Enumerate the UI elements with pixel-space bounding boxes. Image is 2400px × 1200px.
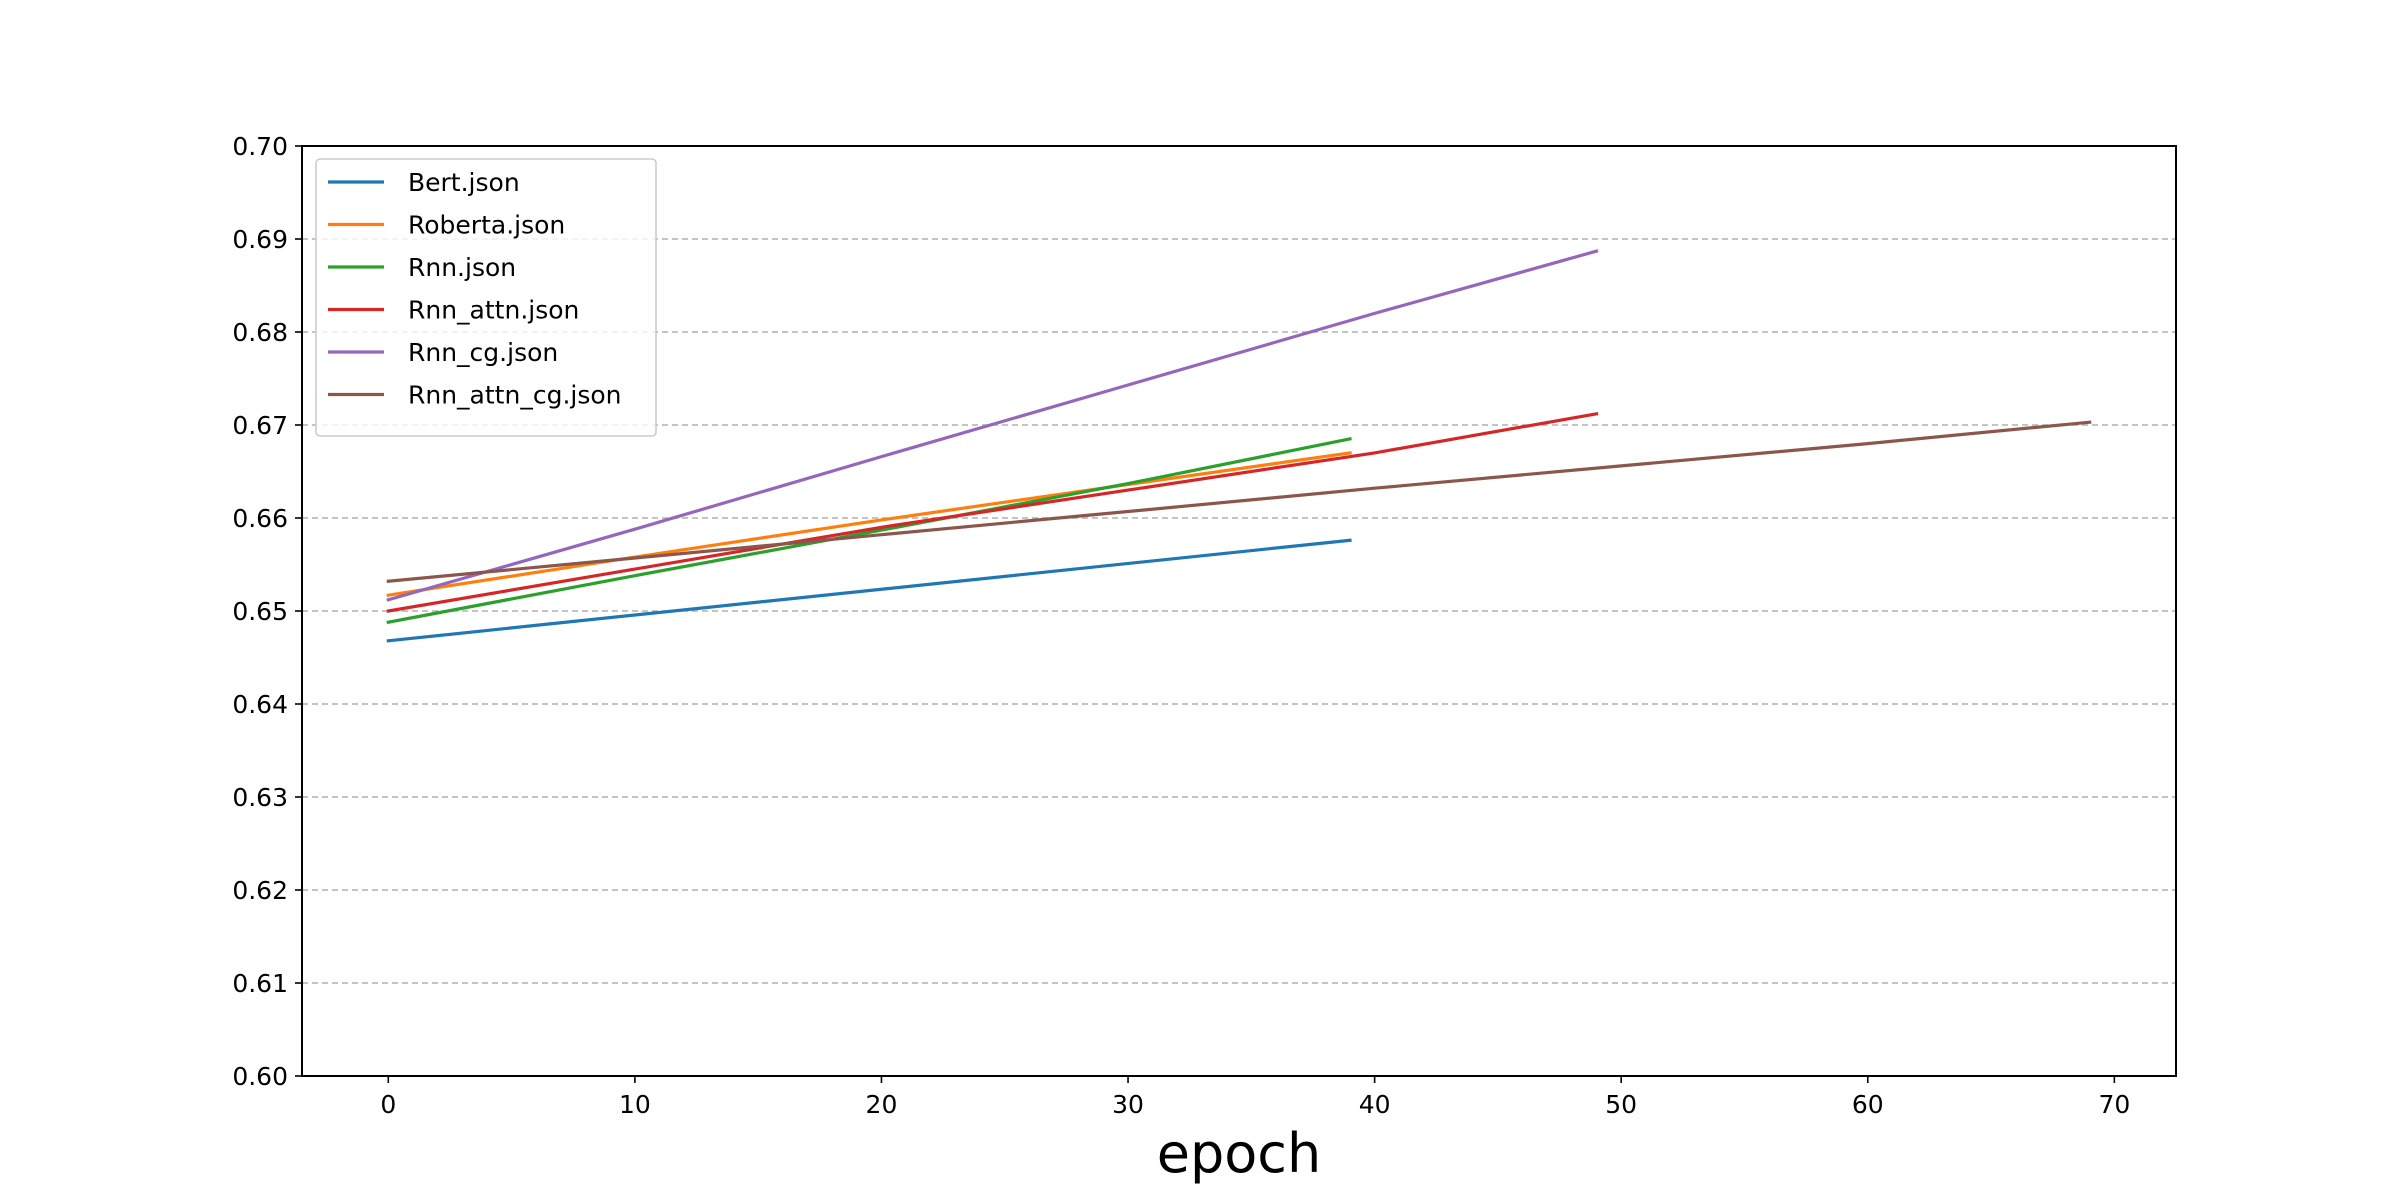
series-line-rnn bbox=[386, 437, 1352, 625]
series-line-bert bbox=[386, 538, 1352, 643]
series-line-rnn-cg bbox=[386, 249, 1599, 602]
x-tick-label: 0 bbox=[380, 1090, 396, 1119]
x-axis-ticks: 0 10 20 30 40 50 60 70 bbox=[380, 1076, 2130, 1119]
series-lines bbox=[386, 249, 2092, 643]
legend-label: Rnn_attn.json bbox=[408, 296, 579, 325]
y-tick-label: 0.64 bbox=[232, 690, 288, 719]
y-tick-label: 0.61 bbox=[232, 969, 288, 998]
series-line-roberta bbox=[386, 451, 1352, 598]
legend-label: Rnn_cg.json bbox=[408, 338, 558, 367]
series-line-rnn-attn-cg bbox=[386, 420, 2092, 583]
x-tick-label: 50 bbox=[1605, 1090, 1637, 1119]
y-tick-label: 0.60 bbox=[232, 1062, 288, 1091]
x-tick-label: 10 bbox=[619, 1090, 651, 1119]
y-tick-label: 0.67 bbox=[232, 411, 288, 440]
y-tick-label: 0.68 bbox=[232, 318, 288, 347]
legend-box bbox=[315, 158, 657, 437]
x-axis-title: epoch bbox=[1157, 1122, 1321, 1185]
y-tick-label: 0.70 bbox=[232, 132, 288, 161]
legend-label: Rnn.json bbox=[408, 253, 516, 282]
x-tick-label: 40 bbox=[1359, 1090, 1391, 1119]
legend-label: Roberta.json bbox=[408, 211, 565, 240]
y-tick-label: 0.65 bbox=[232, 597, 288, 626]
x-tick-label: 20 bbox=[866, 1090, 898, 1119]
legend-label: Rnn_attn_cg.json bbox=[408, 381, 622, 410]
y-tick-label: 0.62 bbox=[232, 876, 288, 905]
y-tick-label: 0.69 bbox=[232, 225, 288, 254]
x-tick-label: 70 bbox=[2098, 1090, 2130, 1119]
x-tick-label: 60 bbox=[1852, 1090, 1884, 1119]
y-tick-label: 0.66 bbox=[232, 504, 288, 533]
series-line-rnn-attn bbox=[386, 411, 1599, 613]
y-axis-ticks: 0.60 0.61 0.62 0.63 0.64 0.65 0.66 0.67 0.68 0.69… bbox=[232, 132, 302, 1091]
x-tick-label: 30 bbox=[1112, 1090, 1144, 1119]
legend-label: Bert.json bbox=[408, 168, 520, 197]
legend: Bert.json Roberta.json Rnn.json Rnn_attn.js… bbox=[315, 158, 657, 437]
y-tick-label: 0.63 bbox=[232, 783, 288, 812]
